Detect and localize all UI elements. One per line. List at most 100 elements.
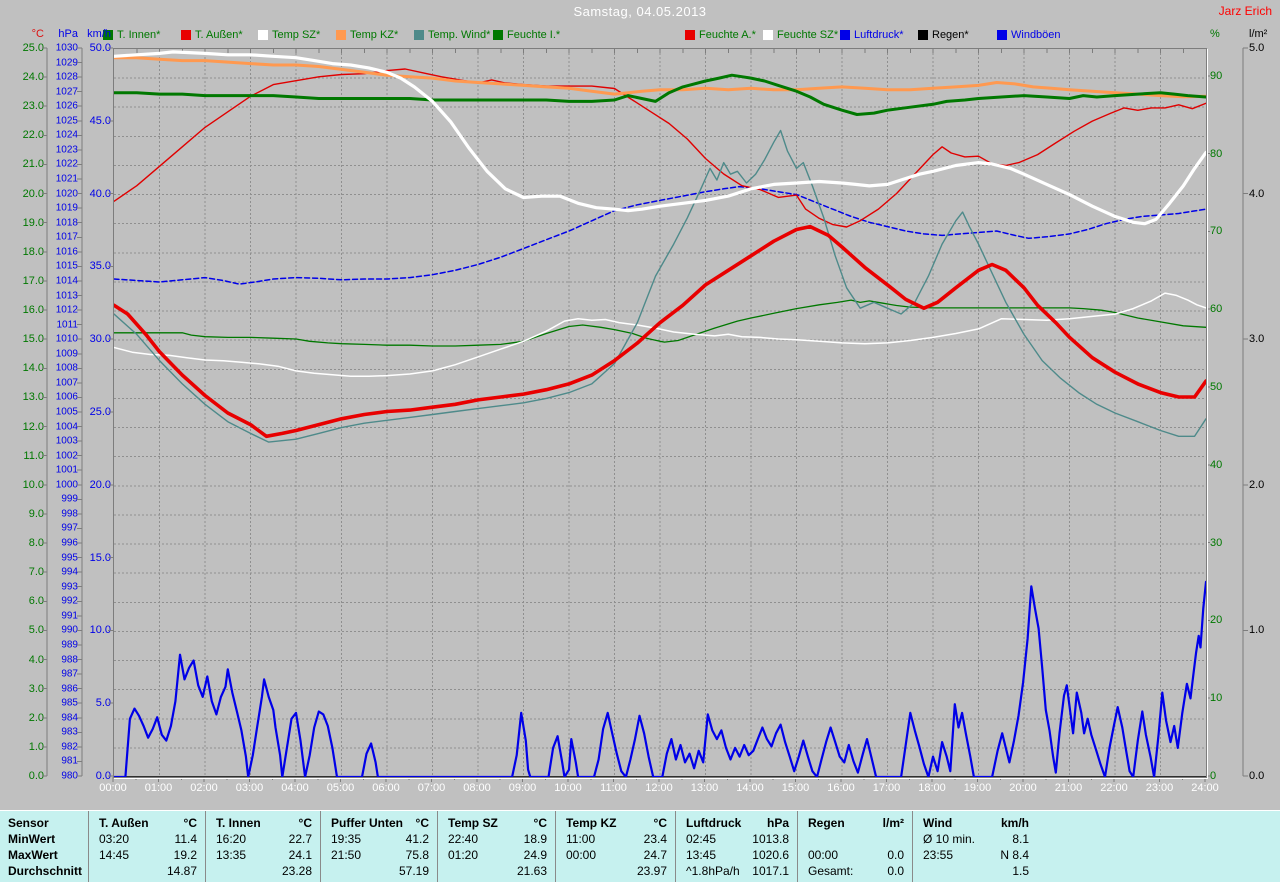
legend-item-4[interactable]: Temp KZ* <box>336 29 398 41</box>
stats-cell-time: Ø 10 min. <box>923 832 976 846</box>
stats-cell-time: Puffer Unten <box>331 816 403 830</box>
plot-area[interactable] <box>113 48 1207 778</box>
tick-label-temp: 6.0 <box>28 595 44 608</box>
tick-label-hpa: 994 <box>61 566 78 578</box>
tick-label-rain: 1.0 <box>1249 624 1265 637</box>
time-label: 15:00 <box>781 782 810 794</box>
legend-label: Temp. Wind* <box>428 29 491 41</box>
tick-label-temp: 1.0 <box>28 740 44 753</box>
tick-label-hpa: 1013 <box>55 290 78 302</box>
stats-cell-value: 1013.8 <box>752 832 789 846</box>
stats-cell-time: T. Außen <box>99 816 149 830</box>
tick-label-rain: 5.0 <box>1249 42 1265 54</box>
stats-filler <box>1037 811 1280 882</box>
stats-cell-time: T. Innen <box>216 816 261 830</box>
stats-cell-row: Gesamt: 0.0 <box>808 863 904 879</box>
tick-label-hpa: 1008 <box>55 362 78 374</box>
legend-item-5[interactable]: Temp. Wind* <box>414 29 490 41</box>
stats-cell-row: 21.63 <box>448 863 547 879</box>
tick-label-temp: 3.0 <box>28 682 44 695</box>
legend-item-3[interactable]: Temp SZ* <box>258 29 320 41</box>
legend-label: Feuchte A.* <box>699 29 756 41</box>
legend-swatch-icon <box>258 30 268 40</box>
legend-label: Temp SZ* <box>272 29 321 41</box>
legend-item-1[interactable]: T. Innen* <box>103 29 160 41</box>
time-label: 24:00 <box>1191 782 1219 794</box>
stats-cell-row: T. Innen °C <box>216 815 312 831</box>
legend-item-9[interactable]: Luftdruck* <box>840 29 904 41</box>
stats-row-label: Sensor <box>8 816 49 830</box>
tick-label-hpa: 1003 <box>55 435 78 447</box>
stats-cell-time: Temp KZ <box>566 816 617 830</box>
series-t-au-en <box>114 224 1206 439</box>
tick-label-hpa: 1028 <box>55 71 78 83</box>
time-label: 11:00 <box>600 782 627 794</box>
time-label: 05:00 <box>326 782 355 794</box>
axis-header-pct: % <box>1210 28 1220 40</box>
stats-cell-row: 00:00 0.0 <box>808 847 904 863</box>
tick-label-rain: 0.0 <box>1249 770 1265 782</box>
tick-label-hpa: 995 <box>61 552 78 564</box>
stats-group-wind: Wind km/h Ø 10 min. 8.1 23:55 N 8.4 1.5 <box>912 811 1037 882</box>
time-label: 19:00 <box>963 782 992 794</box>
stats-cell-time: Gesamt: <box>808 864 854 878</box>
stats-group-temp-sz: Temp SZ °C 22:40 18.9 01:20 24.9 21.63 <box>437 811 555 882</box>
tick-label-hpa: 1000 <box>55 479 78 491</box>
stats-group-luftdruck: Luftdruck hPa 02:45 1013.8 13:45 1020.6 ^1.8hP… <box>675 811 797 882</box>
tick-label-pct: 70 <box>1210 225 1223 238</box>
legend-item-10[interactable]: Regen* <box>918 29 969 41</box>
tick-label-pct: 80 <box>1210 147 1223 160</box>
tick-label-pct: 60 <box>1210 303 1223 316</box>
tick-label-hpa: 989 <box>61 639 78 651</box>
tick-label-hpa: 1010 <box>55 333 78 345</box>
stats-row-label: MinWert <box>8 832 56 846</box>
time-label: 18:00 <box>918 782 946 794</box>
tick-label-hpa: 1011 <box>56 319 78 331</box>
tick-label-hpa: 992 <box>61 595 78 607</box>
legend-item-11[interactable]: Windböen <box>997 29 1061 41</box>
stats-cell-time: Regen <box>808 816 845 830</box>
tick-label-temp: 2.0 <box>28 711 44 724</box>
stats-cell-row: 01:20 24.9 <box>448 847 547 863</box>
legend-item-6[interactable]: Feuchte I.* <box>493 29 560 41</box>
tick-label-temp: 25.0 <box>22 42 44 54</box>
stats-cell-row: 23:55 N 8.4 <box>923 847 1029 863</box>
stats-cell-row: 22:40 18.9 <box>448 831 547 847</box>
time-label: 21:00 <box>1054 782 1083 794</box>
tick-label-pct: 0 <box>1210 770 1217 782</box>
tick-label-hpa: 1012 <box>55 304 78 316</box>
tick-label-hpa: 1027 <box>55 86 78 98</box>
time-label: 17:00 <box>872 782 901 794</box>
tick-label-kmh: 15.0 <box>89 551 111 564</box>
time-label: 16:00 <box>827 782 855 794</box>
time-label: 22:00 <box>1100 782 1128 794</box>
series-luftdruck <box>114 185 1206 285</box>
series-t-innen <box>114 73 1206 116</box>
stats-cell-value: 1017.1 <box>752 864 789 878</box>
legend-item-2[interactable]: T. Außen* <box>181 29 243 41</box>
stats-cell-value: 57.19 <box>398 864 429 878</box>
stats-row-labels: Sensor MinWert MaxWert Durchschnitt <box>0 811 88 882</box>
legend-label: Temp KZ* <box>350 29 399 41</box>
stats-cell-time: 19:35 <box>331 832 362 846</box>
stats-group-t-au-en: T. Außen °C 03:20 11.4 14:45 19.2 14.87 <box>88 811 205 882</box>
tick-label-hpa: 987 <box>61 668 78 680</box>
series-temp-sz <box>114 50 1206 226</box>
legend-item-7[interactable]: Feuchte A.* <box>685 29 756 41</box>
stats-cell-time: 21:50 <box>331 848 362 862</box>
stats-cell-value: 21.63 <box>516 864 547 878</box>
stats-cell-row: 11:00 23.4 <box>566 831 667 847</box>
legend-label: Regen* <box>932 29 969 41</box>
stats-cell-time: 02:45 <box>686 832 717 846</box>
time-label: 02:00 <box>190 782 218 794</box>
stats-cell-row: 13:45 1020.6 <box>686 847 789 863</box>
tick-label-hpa: 981 <box>61 755 78 767</box>
tick-label-rain: 2.0 <box>1249 478 1265 491</box>
stats-group-t-innen: T. Innen °C 16:20 22.7 13:35 24.1 23.28 <box>205 811 320 882</box>
legend-item-8[interactable]: Feuchte SZ* <box>763 29 838 41</box>
series-temp-wind <box>114 129 1206 443</box>
tick-label-kmh: 45.0 <box>89 114 111 127</box>
stats-cell-row: 19:35 41.2 <box>331 831 429 847</box>
axis-header-hpa: hPa <box>58 28 78 40</box>
